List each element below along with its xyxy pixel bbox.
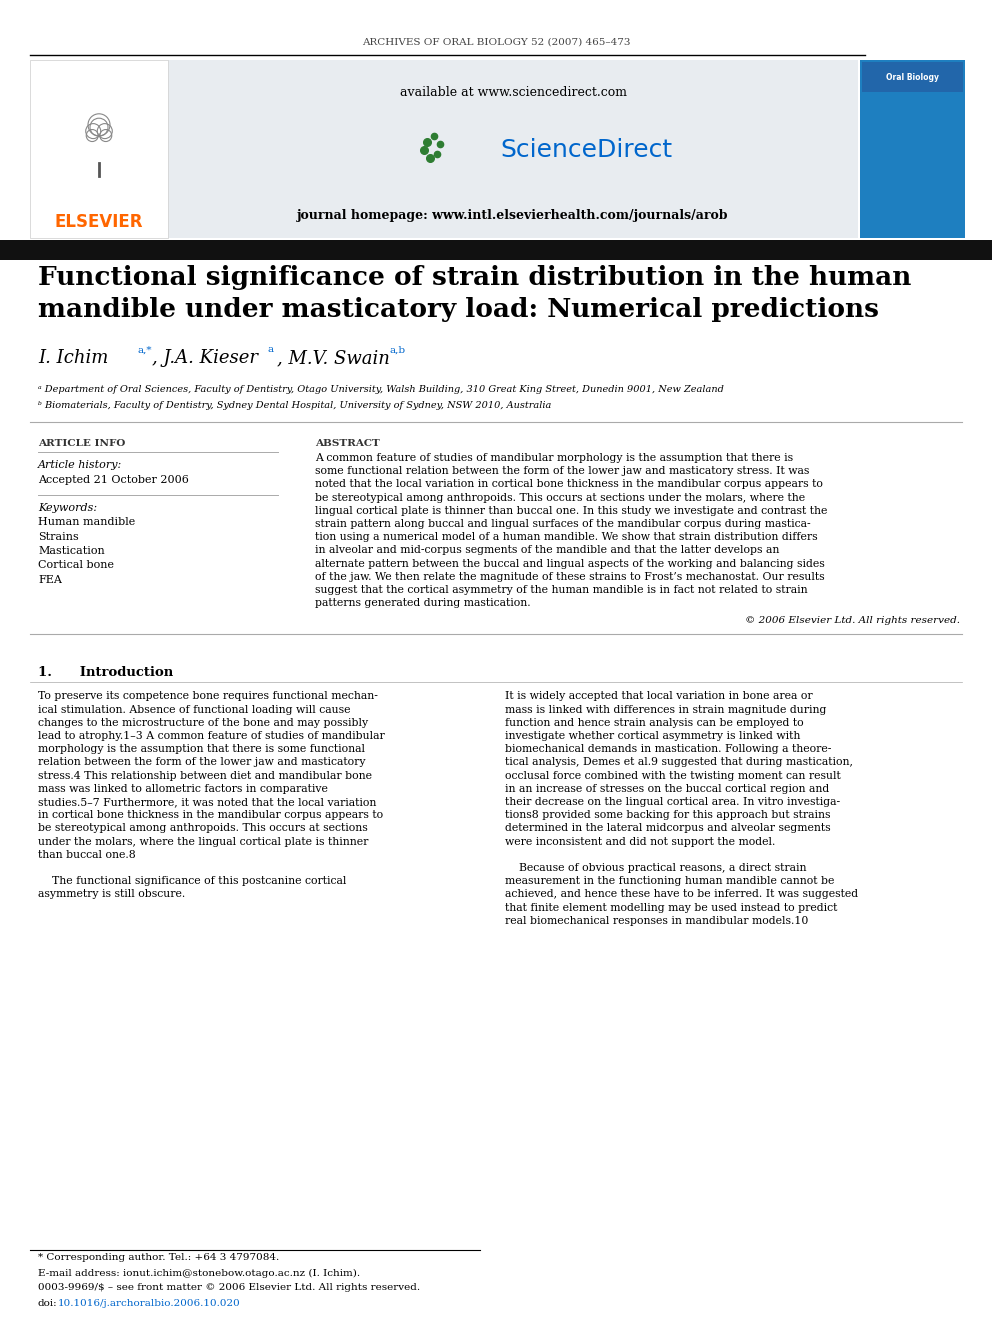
FancyBboxPatch shape xyxy=(30,60,168,238)
Text: , M.V. Swain: , M.V. Swain xyxy=(277,349,390,366)
Text: , J.A. Kieser: , J.A. Kieser xyxy=(152,349,258,366)
Text: ARTICLE INFO: ARTICLE INFO xyxy=(38,439,125,448)
Text: in an increase of stresses on the buccal cortical region and: in an increase of stresses on the buccal… xyxy=(505,783,829,794)
Text: a: a xyxy=(268,345,274,355)
Text: It is widely accepted that local variation in bone area or: It is widely accepted that local variati… xyxy=(505,692,812,701)
Text: ᵃ Department of Oral Sciences, Faculty of Dentistry, Otago University, Walsh Bui: ᵃ Department of Oral Sciences, Faculty o… xyxy=(38,385,724,394)
Text: Functional significance of strain distribution in the human: Functional significance of strain distri… xyxy=(38,266,912,291)
Text: Article history:: Article history: xyxy=(38,460,122,470)
Text: Because of obvious practical reasons, a direct strain: Because of obvious practical reasons, a … xyxy=(505,863,806,873)
Text: determined in the lateral midcorpus and alveolar segments: determined in the lateral midcorpus and … xyxy=(505,823,830,833)
Text: 0003-9969/$ – see front matter © 2006 Elsevier Ltd. All rights reserved.: 0003-9969/$ – see front matter © 2006 El… xyxy=(38,1283,421,1293)
Text: that finite element modelling may be used instead to predict: that finite element modelling may be use… xyxy=(505,902,837,913)
Text: mass was linked to allometric factors in comparative: mass was linked to allometric factors in… xyxy=(38,783,328,794)
Text: tions8 provided some backing for this approach but strains: tions8 provided some backing for this ap… xyxy=(505,810,830,820)
Text: Human mandible: Human mandible xyxy=(38,517,135,527)
Text: journal homepage: www.intl.elsevierhealth.com/journals/arob: journal homepage: www.intl.elsevierhealt… xyxy=(298,209,729,221)
Text: studies.5–7 Furthermore, it was noted that the local variation: studies.5–7 Furthermore, it was noted th… xyxy=(38,796,376,807)
Text: Oral Biology: Oral Biology xyxy=(886,73,938,82)
FancyBboxPatch shape xyxy=(168,60,858,238)
FancyBboxPatch shape xyxy=(0,239,992,261)
Text: measurement in the functioning human mandible cannot be: measurement in the functioning human man… xyxy=(505,876,834,886)
Text: Keywords:: Keywords: xyxy=(38,503,97,513)
Text: E-mail address: ionut.ichim@stonebow.otago.ac.nz (I. Ichim).: E-mail address: ionut.ichim@stonebow.ota… xyxy=(38,1269,360,1278)
Text: © 2006 Elsevier Ltd. All rights reserved.: © 2006 Elsevier Ltd. All rights reserved… xyxy=(745,617,960,624)
Text: ARCHIVES OF ORAL BIOLOGY 52 (2007) 465–473: ARCHIVES OF ORAL BIOLOGY 52 (2007) 465–4… xyxy=(362,37,630,46)
Text: changes to the microstructure of the bone and may possibly: changes to the microstructure of the bon… xyxy=(38,718,368,728)
Text: tion using a numerical model of a human mandible. We show that strain distributi: tion using a numerical model of a human … xyxy=(315,532,817,542)
Text: than buccal one.8: than buccal one.8 xyxy=(38,849,136,860)
Text: ical stimulation. Absence of functional loading will cause: ical stimulation. Absence of functional … xyxy=(38,705,350,714)
Text: Cortical bone: Cortical bone xyxy=(38,561,114,570)
Text: ScienceDirect: ScienceDirect xyxy=(500,138,673,161)
Text: a,*: a,* xyxy=(138,345,153,355)
Text: morphology is the assumption that there is some functional: morphology is the assumption that there … xyxy=(38,745,365,754)
Text: relation between the form of the lower jaw and masticatory: relation between the form of the lower j… xyxy=(38,757,365,767)
Text: strain pattern along buccal and lingual surfaces of the mandibular corpus during: strain pattern along buccal and lingual … xyxy=(315,519,810,529)
Text: To preserve its competence bone requires functional mechan-: To preserve its competence bone requires… xyxy=(38,692,378,701)
Text: * Corresponding author. Tel.: +64 3 4797084.: * Corresponding author. Tel.: +64 3 4797… xyxy=(38,1253,280,1262)
Text: noted that the local variation in cortical bone thickness in the mandibular corp: noted that the local variation in cortic… xyxy=(315,479,823,490)
FancyBboxPatch shape xyxy=(862,62,963,93)
FancyBboxPatch shape xyxy=(860,60,965,238)
Text: available at www.sciencedirect.com: available at www.sciencedirect.com xyxy=(400,86,627,98)
Text: The functional significance of this postcanine cortical: The functional significance of this post… xyxy=(38,876,346,886)
Text: under the molars, where the lingual cortical plate is thinner: under the molars, where the lingual cort… xyxy=(38,836,368,847)
Text: I. Ichim: I. Ichim xyxy=(38,349,108,366)
Text: some functional relation between the form of the lower jaw and masticatory stres: some functional relation between the for… xyxy=(315,466,809,476)
Text: achieved, and hence these have to be inferred. It was suggested: achieved, and hence these have to be inf… xyxy=(505,889,858,900)
Text: ELSEVIER: ELSEVIER xyxy=(55,213,143,232)
Text: doi:: doi: xyxy=(38,1298,58,1307)
Text: mandible under masticatory load: Numerical predictions: mandible under masticatory load: Numeric… xyxy=(38,298,879,323)
Text: a,b: a,b xyxy=(390,345,406,355)
Text: biomechanical demands in mastication. Following a theore-: biomechanical demands in mastication. Fo… xyxy=(505,745,831,754)
Text: ABSTRACT: ABSTRACT xyxy=(315,439,380,448)
Text: alternate pattern between the buccal and lingual aspects of the working and bala: alternate pattern between the buccal and… xyxy=(315,558,824,569)
Text: in cortical bone thickness in the mandibular corpus appears to: in cortical bone thickness in the mandib… xyxy=(38,810,383,820)
Text: stress.4 This relationship between diet and mandibular bone: stress.4 This relationship between diet … xyxy=(38,770,372,781)
Text: in alveolar and mid-corpus segments of the mandible and that the latter develops: in alveolar and mid-corpus segments of t… xyxy=(315,545,780,556)
Text: ᵇ Biomaterials, Faculty of Dentistry, Sydney Dental Hospital, University of Sydn: ᵇ Biomaterials, Faculty of Dentistry, Sy… xyxy=(38,401,552,410)
Text: suggest that the cortical asymmetry of the human mandible is in fact not related: suggest that the cortical asymmetry of t… xyxy=(315,585,807,595)
Text: be stereotypical among anthropoids. This occurs at sections under the molars, wh: be stereotypical among anthropoids. This… xyxy=(315,492,806,503)
Text: of the jaw. We then relate the magnitude of these strains to Frost’s mechanostat: of the jaw. We then relate the magnitude… xyxy=(315,572,824,582)
Text: mass is linked with differences in strain magnitude during: mass is linked with differences in strai… xyxy=(505,705,826,714)
Text: 1.      Introduction: 1. Introduction xyxy=(38,665,174,679)
Text: Accepted 21 October 2006: Accepted 21 October 2006 xyxy=(38,475,188,486)
Text: tical analysis, Demes et al.9 suggested that during mastication,: tical analysis, Demes et al.9 suggested … xyxy=(505,757,853,767)
Text: their decrease on the lingual cortical area. In vitro investiga-: their decrease on the lingual cortical a… xyxy=(505,796,840,807)
Text: A common feature of studies of mandibular morphology is the assumption that ther: A common feature of studies of mandibula… xyxy=(315,452,794,463)
Text: patterns generated during mastication.: patterns generated during mastication. xyxy=(315,598,531,609)
Text: function and hence strain analysis can be employed to: function and hence strain analysis can b… xyxy=(505,718,804,728)
Text: asymmetry is still obscure.: asymmetry is still obscure. xyxy=(38,889,186,900)
Text: Mastication: Mastication xyxy=(38,546,105,556)
Text: lead to atrophy.1–3 A common feature of studies of mandibular: lead to atrophy.1–3 A common feature of … xyxy=(38,732,385,741)
Text: be stereotypical among anthropoids. This occurs at sections: be stereotypical among anthropoids. This… xyxy=(38,823,368,833)
Text: investigate whether cortical asymmetry is linked with: investigate whether cortical asymmetry i… xyxy=(505,732,801,741)
Text: 10.1016/j.archoralbio.2006.10.020: 10.1016/j.archoralbio.2006.10.020 xyxy=(58,1298,241,1307)
Text: were inconsistent and did not support the model.: were inconsistent and did not support th… xyxy=(505,836,776,847)
Text: real biomechanical responses in mandibular models.10: real biomechanical responses in mandibul… xyxy=(505,916,808,926)
Text: FEA: FEA xyxy=(38,576,62,585)
Text: occlusal force combined with the twisting moment can result: occlusal force combined with the twistin… xyxy=(505,770,841,781)
Text: Strains: Strains xyxy=(38,532,78,541)
Text: lingual cortical plate is thinner than buccal one. In this study we investigate : lingual cortical plate is thinner than b… xyxy=(315,505,827,516)
